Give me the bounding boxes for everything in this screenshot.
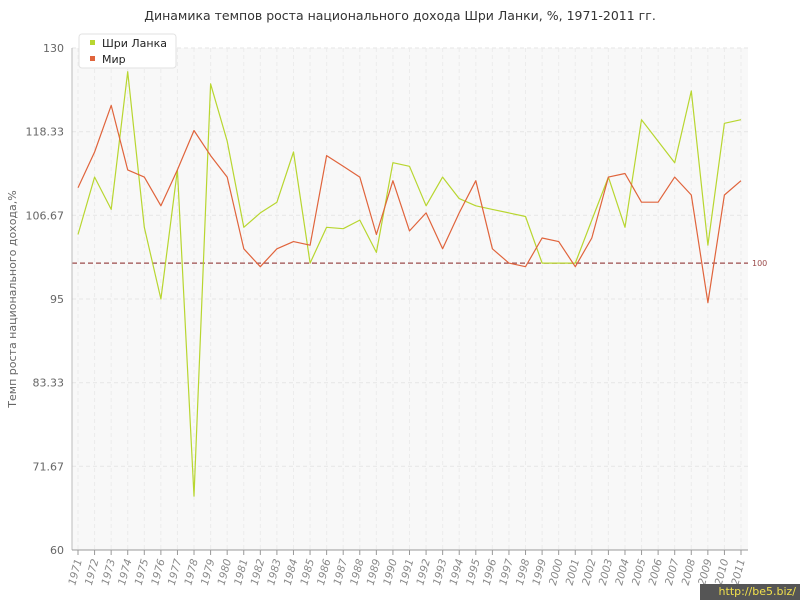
y-tick-label: 83.33 xyxy=(33,377,65,390)
x-tick-label: 2000 xyxy=(547,557,566,586)
x-tick-label: 1978 xyxy=(182,557,201,586)
x-tick-label: 1998 xyxy=(514,557,533,586)
series-layer xyxy=(77,71,742,497)
legend[interactable]: Шри Ланка Мир xyxy=(78,33,177,69)
x-tick-label: 1976 xyxy=(149,557,168,586)
x-tick-label: 1990 xyxy=(381,557,400,586)
x-tick-label: 1971 xyxy=(66,558,85,587)
x-tick-label: 2003 xyxy=(597,558,616,587)
x-tick-label: 1982 xyxy=(249,557,268,586)
x-tick-label: 2007 xyxy=(663,557,682,586)
x-tick-label: 1986 xyxy=(315,557,334,586)
x-tick-label: 1974 xyxy=(116,558,135,587)
y-tick-label: 60 xyxy=(50,544,64,557)
y-tick-label: 118.33 xyxy=(26,126,65,139)
x-tick-label: 1996 xyxy=(481,557,500,586)
y-tick-label: 106.67 xyxy=(26,209,65,222)
x-tick-label: 1987 xyxy=(332,557,351,586)
legend-label-sri-lanka[interactable]: Шри Ланка xyxy=(102,37,167,50)
legend-swatch-world xyxy=(90,56,95,61)
series-line-world[interactable] xyxy=(77,104,742,304)
x-tick-label: 1989 xyxy=(365,557,384,586)
x-tick-label: 2004 xyxy=(613,558,632,587)
chart-title: Динамика темпов роста национального дохо… xyxy=(144,8,656,23)
legend-label-world[interactable]: Мир xyxy=(102,53,126,66)
x-tick-label: 1997 xyxy=(497,557,516,586)
y-tick-label: 130 xyxy=(43,42,64,55)
x-tick-label: 1999 xyxy=(530,557,549,586)
y-tick-label: 71.67 xyxy=(33,460,65,473)
x-tick-label: 1981 xyxy=(232,558,251,587)
x-tick-label: 1991 xyxy=(398,558,417,587)
x-tick-label: 2011 xyxy=(729,558,748,587)
x-tick-label: 1984 xyxy=(282,558,301,587)
x-tick-label: 1977 xyxy=(166,557,185,586)
x-tick-label: 2005 xyxy=(630,557,649,586)
reference-layer: 100 xyxy=(72,259,767,268)
x-tick-label: 1995 xyxy=(464,557,483,586)
x-tick-label: 1980 xyxy=(216,557,235,586)
x-tick-label: 1973 xyxy=(100,558,119,587)
legend-swatch-sri-lanka xyxy=(90,40,95,45)
legend-box xyxy=(78,33,177,69)
x-tick-label: 1992 xyxy=(414,557,433,586)
reference-line-label: 100 xyxy=(752,259,767,268)
x-tick-label: 1972 xyxy=(83,557,102,586)
x-tick-label: 1993 xyxy=(431,558,450,587)
x-tick-label: 1979 xyxy=(199,557,218,586)
x-tick-label: 2009 xyxy=(696,557,715,586)
x-tick-label: 1985 xyxy=(298,557,317,586)
y-axis-label: Темп роста национального дохода,% xyxy=(6,190,19,408)
x-tick-label: 1975 xyxy=(133,557,152,586)
x-tick-label: 1983 xyxy=(265,558,284,587)
x-tick-label: 2001 xyxy=(564,558,583,587)
x-tick-label: 1988 xyxy=(348,557,367,586)
watermark: http://be5.biz/ xyxy=(700,584,800,600)
y-tick-label: 95 xyxy=(50,293,64,306)
series-line-sri-lanka[interactable] xyxy=(77,71,742,497)
x-tick-label: 2010 xyxy=(713,557,732,586)
x-tick-label: 2006 xyxy=(647,557,666,586)
x-tick-label: 2008 xyxy=(680,557,699,586)
x-tick-label: 1994 xyxy=(448,558,467,587)
x-tick-label: 2002 xyxy=(580,557,599,586)
